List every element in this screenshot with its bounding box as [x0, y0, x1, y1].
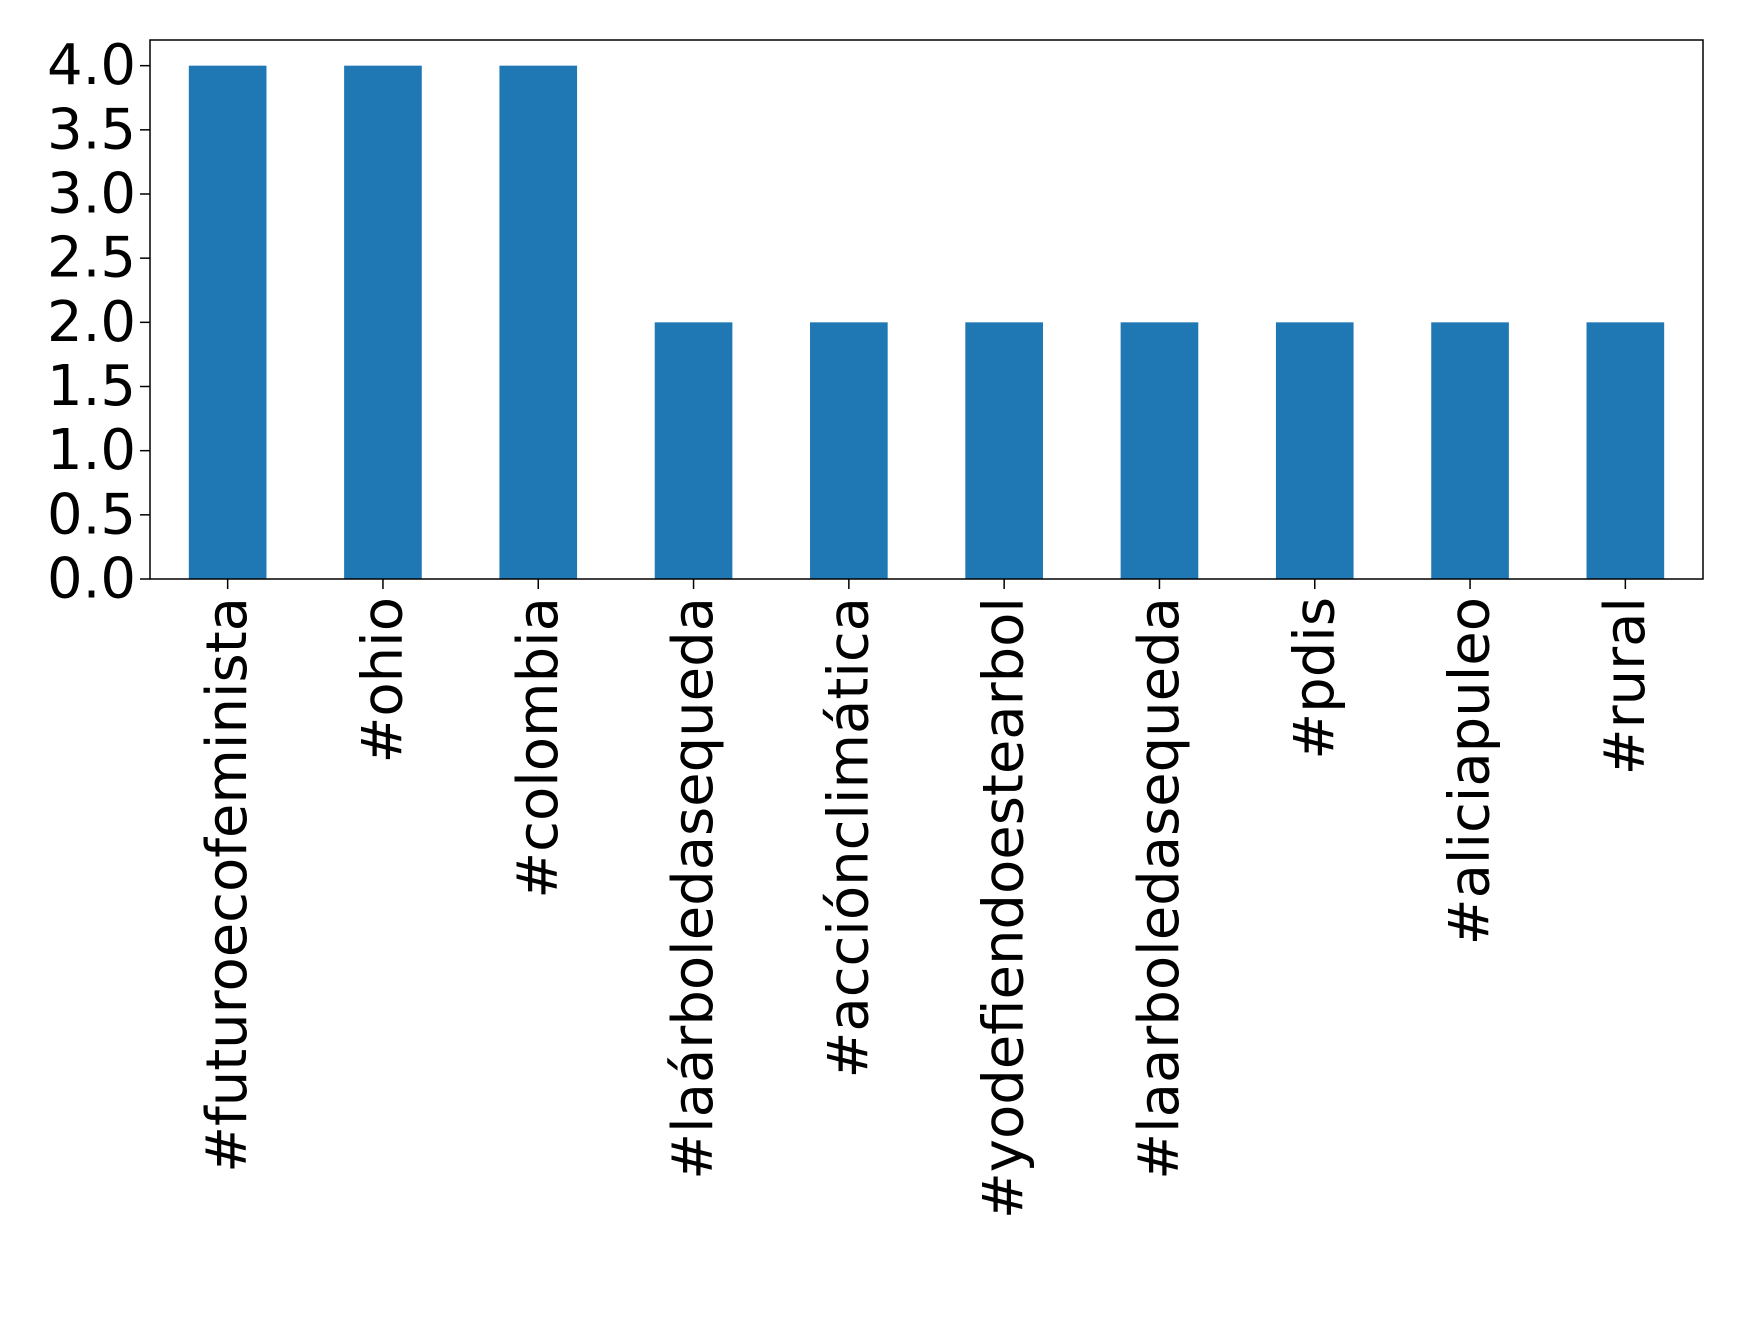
- bar: [1586, 322, 1665, 579]
- x-tick-label: #futuroecofeminista: [195, 597, 260, 1173]
- x-axis: #futuroecofeminista #ohio #colombia #laárbo…: [195, 579, 1658, 1219]
- y-tick-label: 3.0: [47, 162, 136, 227]
- bars-group: [188, 65, 1665, 579]
- y-tick-label: 3.5: [47, 97, 136, 162]
- bar: [1431, 322, 1509, 579]
- bar: [654, 322, 733, 579]
- y-tick-label: 4.0: [47, 33, 136, 98]
- y-tick-label: 2.5: [47, 226, 136, 291]
- x-tick-label: #acciónclimática: [816, 597, 881, 1079]
- bar: [965, 322, 1043, 579]
- x-tick-label: #aliciapuleo: [1438, 597, 1503, 945]
- bar: [1120, 322, 1199, 579]
- x-tick-label: #laárboledasequeda: [661, 597, 726, 1180]
- bar: [810, 322, 888, 579]
- x-tick-label: #colombia: [506, 597, 571, 899]
- x-tick-label: #pdis: [1282, 597, 1347, 760]
- x-tick-label: #ohio: [350, 597, 415, 764]
- y-tick-label: 1.0: [47, 418, 136, 483]
- y-tick-label: 1.5: [47, 354, 136, 419]
- bar: [499, 65, 578, 579]
- x-tick-label: #rural: [1593, 597, 1658, 775]
- y-axis: 0.00.51.01.52.02.53.03.54.0: [47, 33, 150, 612]
- bar: [1275, 322, 1354, 579]
- bar: [188, 65, 267, 579]
- x-tick-label: #laarboledasequeda: [1127, 597, 1192, 1180]
- y-tick-label: 2.0: [47, 290, 136, 355]
- y-tick-label: 0.0: [47, 547, 136, 612]
- plot-frame: [149, 39, 1704, 580]
- bar: [344, 65, 422, 579]
- x-tick-label: #yodefiendoestearbol: [972, 597, 1037, 1219]
- y-tick-label: 0.5: [47, 482, 136, 547]
